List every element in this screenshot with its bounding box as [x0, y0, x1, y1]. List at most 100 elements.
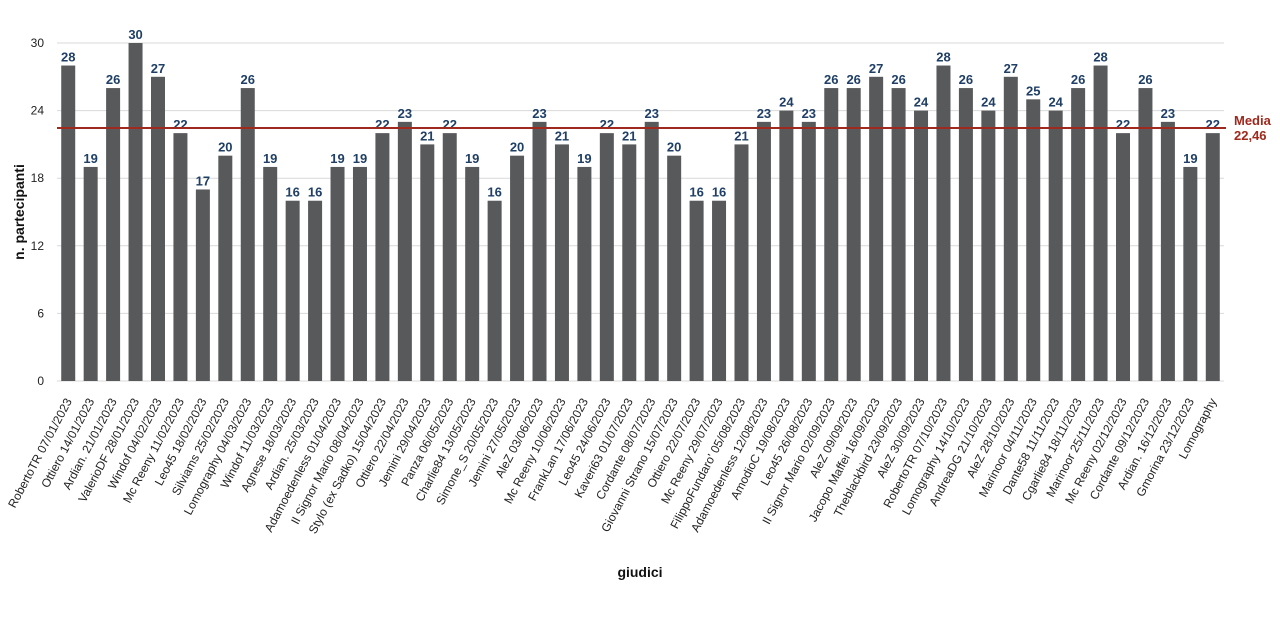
bar [1093, 65, 1108, 382]
bar [420, 144, 435, 381]
bar [644, 121, 659, 381]
bar-value-label: 21 [420, 128, 434, 143]
bar-value-label: 23 [644, 106, 658, 121]
bar [83, 166, 98, 381]
bar [958, 88, 973, 382]
bar-value-label: 24 [779, 95, 794, 110]
bar [128, 43, 143, 381]
bar-value-label: 19 [577, 151, 591, 166]
bar [285, 200, 300, 381]
bar [61, 65, 76, 382]
bar [981, 110, 996, 381]
bar-value-label: 23 [532, 106, 546, 121]
bar-value-label: 26 [846, 72, 860, 87]
bar [622, 144, 637, 381]
bar [599, 133, 614, 381]
bar [1026, 99, 1041, 381]
bar [824, 88, 839, 382]
bar [577, 166, 592, 381]
bar [263, 166, 278, 381]
bar-value-label: 22 [600, 117, 614, 132]
bar [1160, 121, 1175, 381]
bar-value-label: 16 [689, 185, 703, 200]
y-tick-labels: 0 6 12 18 24 30 [31, 36, 45, 388]
bar-value-label: 23 [398, 106, 412, 121]
bar-value-label: 19 [1183, 151, 1197, 166]
bar [801, 121, 816, 381]
bar [173, 133, 188, 381]
bar-value-label: 20 [218, 140, 232, 155]
bar-value-label: 24 [914, 95, 929, 110]
bar [936, 65, 951, 382]
bar-value-label: 27 [1004, 61, 1018, 76]
bar [240, 88, 255, 382]
bar-value-label: 28 [1093, 50, 1107, 65]
bar [554, 144, 569, 381]
bar [712, 200, 727, 381]
bar-value-label: 28 [936, 50, 950, 65]
bar [1116, 133, 1131, 381]
y-axis-title: n. partecipanti [11, 164, 27, 260]
bar [397, 121, 412, 381]
bar [442, 133, 457, 381]
bar [195, 189, 210, 381]
bar-value-label: 26 [824, 72, 838, 87]
bar-value-label: 22 [375, 117, 389, 132]
bar-value-label: 22 [1116, 117, 1130, 132]
bar [375, 133, 390, 381]
bar-value-label: 16 [308, 185, 322, 200]
bar-value-label: 24 [981, 95, 996, 110]
average-label: Media [1234, 113, 1272, 128]
bar [487, 200, 502, 381]
bar-value-label: 28 [61, 50, 75, 65]
y-tick-label: 18 [31, 171, 45, 185]
bar [106, 88, 121, 382]
bar [330, 166, 345, 381]
bar [891, 88, 906, 382]
x-axis-title: giudici [617, 564, 662, 580]
bar [667, 155, 682, 381]
bar-value-label: 21 [555, 128, 569, 143]
bar [218, 155, 233, 381]
bar-value-label: 16 [285, 185, 299, 200]
bar-value-label: 20 [667, 140, 681, 155]
y-tick-label: 6 [37, 306, 44, 320]
bar [532, 121, 547, 381]
bar-value-label: 26 [106, 72, 120, 87]
bar [1183, 166, 1198, 381]
bar-value-label: 22 [443, 117, 457, 132]
bar-value-label: 22 [173, 117, 187, 132]
bar-value-label: 21 [734, 128, 748, 143]
y-tick-label: 24 [31, 104, 45, 118]
y-tick-label: 12 [31, 239, 45, 253]
bar-value-label: 27 [151, 61, 165, 76]
bar [734, 144, 749, 381]
bar-value-label: 23 [1161, 106, 1175, 121]
bar-value-label: 22 [1206, 117, 1220, 132]
bar [869, 76, 884, 382]
bar-value-label: 23 [757, 106, 771, 121]
bar [914, 110, 929, 381]
bars: 28 19 26 30 27 22 17 20 26 19 16 16 19 19 22 23 21 22 19 16… [61, 27, 1220, 382]
bar-value-label: 26 [1138, 72, 1152, 87]
bar [1205, 133, 1220, 381]
bar-value-label: 25 [1026, 83, 1040, 98]
bar-value-label: 16 [712, 185, 726, 200]
bar [510, 155, 525, 381]
bar-value-label: 19 [330, 151, 344, 166]
average-value-label: 22,46 [1234, 128, 1267, 143]
bar [846, 88, 861, 382]
bar-value-label: 17 [196, 173, 210, 188]
bar [308, 200, 323, 381]
bar [150, 76, 165, 382]
bar [689, 200, 704, 381]
bar [756, 121, 771, 381]
bar [1048, 110, 1063, 381]
bar-value-label: 26 [959, 72, 973, 87]
bar-value-label: 19 [353, 151, 367, 166]
bar-value-label: 16 [487, 185, 501, 200]
